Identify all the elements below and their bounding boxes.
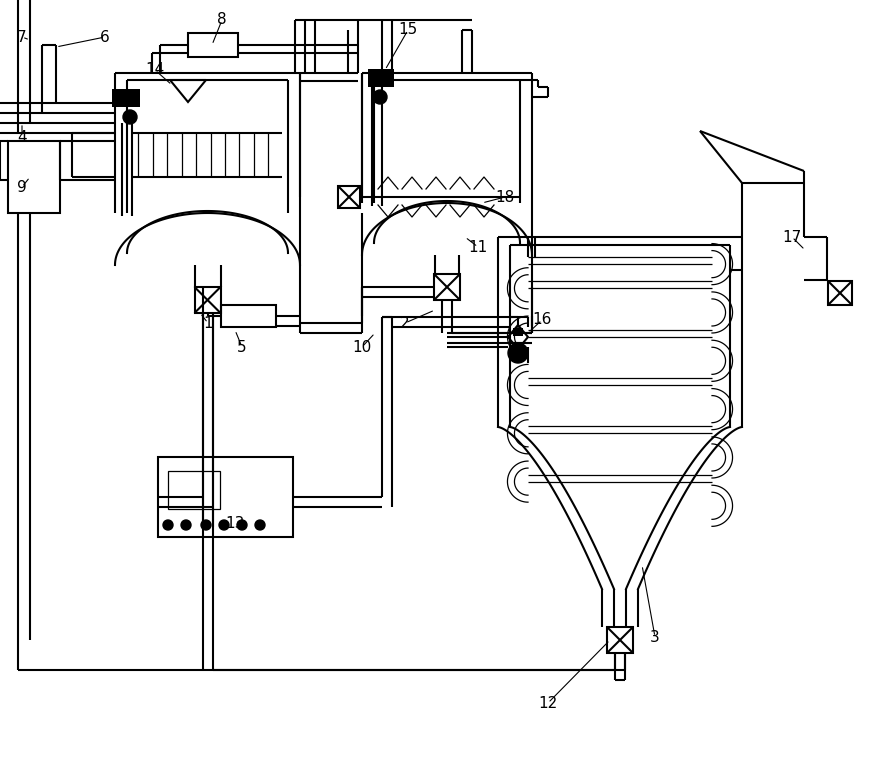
Text: 5: 5 (237, 339, 246, 354)
Text: 11: 11 (467, 239, 487, 254)
Text: 17: 17 (781, 229, 801, 244)
Text: 3: 3 (649, 629, 660, 645)
Text: 10: 10 (352, 339, 371, 354)
Text: 18: 18 (495, 190, 514, 205)
Bar (433, 274, 460, 300)
Bar (827, 281, 851, 305)
Text: 16: 16 (531, 312, 551, 328)
Circle shape (123, 110, 137, 124)
Circle shape (181, 520, 191, 530)
Bar (112, 89, 139, 107)
Text: 2: 2 (400, 315, 410, 330)
Bar (8, 141, 60, 213)
Text: 9: 9 (18, 180, 27, 195)
Circle shape (163, 520, 173, 530)
Circle shape (218, 520, 229, 530)
Bar (195, 287, 220, 313)
Text: 12: 12 (538, 695, 557, 711)
Text: 8: 8 (217, 12, 226, 27)
Bar (367, 69, 394, 87)
Polygon shape (170, 80, 206, 102)
Text: 4: 4 (18, 129, 27, 144)
Bar (512, 328, 523, 336)
Circle shape (508, 343, 527, 363)
Text: 14: 14 (146, 63, 165, 78)
Bar (220, 305, 275, 327)
Bar (158, 457, 293, 537)
Text: 15: 15 (398, 22, 417, 37)
Text: 13: 13 (225, 515, 245, 531)
Bar (188, 33, 238, 57)
Text: 1: 1 (203, 315, 212, 330)
Bar (338, 186, 360, 208)
Circle shape (373, 90, 387, 104)
Text: 7: 7 (18, 29, 27, 44)
Circle shape (254, 520, 265, 530)
Text: 6: 6 (100, 29, 110, 44)
Bar (168, 471, 220, 509)
Circle shape (201, 520, 210, 530)
Bar (606, 627, 632, 653)
Circle shape (237, 520, 246, 530)
